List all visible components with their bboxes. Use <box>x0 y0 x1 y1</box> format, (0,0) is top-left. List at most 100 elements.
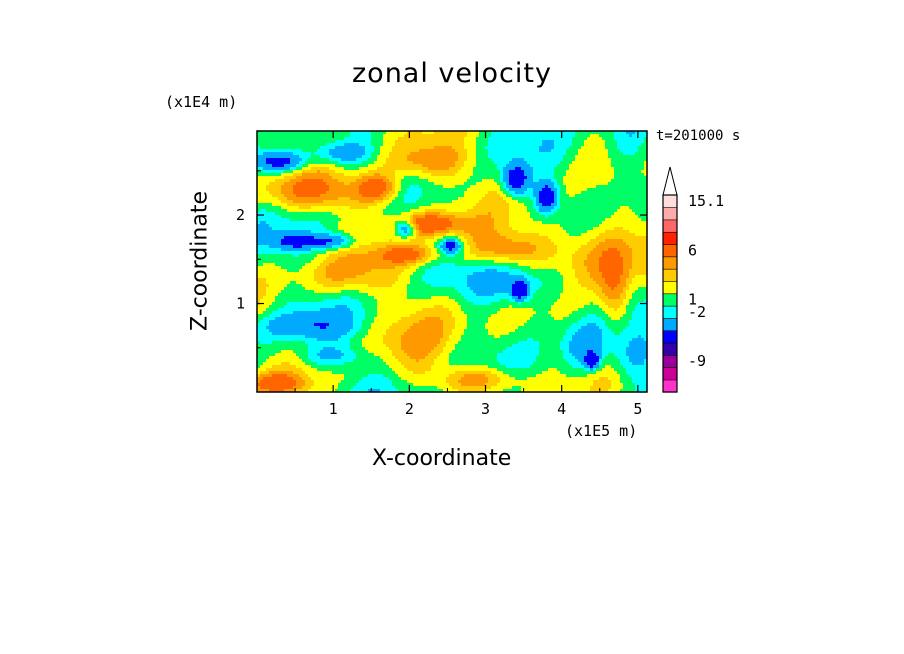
field-cell <box>554 152 558 156</box>
field-cell <box>359 212 363 216</box>
field-cell <box>596 239 600 243</box>
field-cell <box>446 218 450 222</box>
field-cell <box>266 131 270 135</box>
field-cell <box>533 149 537 153</box>
field-cell <box>506 206 510 210</box>
field-cell <box>443 167 447 171</box>
field-cell <box>530 197 534 201</box>
field-cell <box>467 155 471 159</box>
field-cell <box>458 242 462 246</box>
field-cell <box>308 221 312 225</box>
field-cell <box>521 146 525 150</box>
field-cell <box>278 200 282 204</box>
field-cell <box>527 203 531 207</box>
field-cell <box>605 149 609 153</box>
field-cell <box>518 161 522 165</box>
field-cell <box>377 176 381 180</box>
field-cell <box>614 188 618 192</box>
field-cell <box>602 137 606 141</box>
field-cell <box>287 173 291 177</box>
field-cell <box>584 218 588 222</box>
field-cell <box>341 233 345 237</box>
field-cell <box>605 203 609 207</box>
field-cell <box>572 236 576 240</box>
field-cell <box>353 149 357 153</box>
field-cell <box>578 221 582 225</box>
field-cell <box>296 212 300 216</box>
field-cell <box>611 203 615 207</box>
field-cell <box>623 221 627 225</box>
field-cell <box>272 203 276 207</box>
field-cell <box>347 227 351 231</box>
field-cell <box>353 191 357 195</box>
field-cell <box>305 143 309 147</box>
field-cell <box>416 170 420 174</box>
field-cell <box>536 218 540 222</box>
field-cell <box>299 230 303 234</box>
field-cell <box>635 146 639 150</box>
field-cell <box>332 227 336 231</box>
field-cell <box>407 245 411 249</box>
field-cell <box>338 131 342 135</box>
field-cell <box>368 215 372 219</box>
field-cell <box>494 155 498 159</box>
field-cell <box>593 170 597 174</box>
field-cell <box>566 146 570 150</box>
field-cell <box>443 191 447 195</box>
field-cell <box>308 176 312 180</box>
field-cell <box>404 215 408 219</box>
field-cell <box>524 191 528 195</box>
field-cell <box>635 161 639 165</box>
field-cell <box>626 242 630 246</box>
field-cell <box>296 209 300 213</box>
field-cell <box>476 194 480 198</box>
field-cell <box>407 182 411 186</box>
field-cell <box>599 161 603 165</box>
field-cell <box>335 221 339 225</box>
field-cell <box>497 176 501 180</box>
field-cell <box>623 179 627 183</box>
field-cell <box>269 218 273 222</box>
field-cell <box>560 137 564 141</box>
field-cell <box>356 215 360 219</box>
field-cell <box>482 134 486 138</box>
field-cell <box>542 146 546 150</box>
field-cell <box>557 221 561 225</box>
field-cell <box>347 185 351 189</box>
field-cell <box>578 188 582 192</box>
field-cell <box>266 242 270 246</box>
field-cell <box>518 230 522 234</box>
field-cell <box>281 140 285 144</box>
field-cell <box>401 170 405 174</box>
field-cell <box>374 215 378 219</box>
field-cell <box>362 182 366 186</box>
field-cell <box>551 233 555 237</box>
field-cell <box>446 197 450 201</box>
field-cell <box>545 206 549 210</box>
field-cell <box>359 167 363 171</box>
field-cell <box>281 233 285 237</box>
field-cell <box>434 218 438 222</box>
field-cell <box>350 185 354 189</box>
field-cell <box>590 164 594 168</box>
field-cell <box>635 152 639 156</box>
field-cell <box>512 134 516 138</box>
field-cell <box>632 161 636 165</box>
field-cell <box>428 230 432 234</box>
field-cell <box>530 167 534 171</box>
field-cell <box>491 131 495 135</box>
field-cell <box>632 227 636 231</box>
field-cell <box>464 230 468 234</box>
field-cell <box>386 134 390 138</box>
field-cell <box>272 185 276 189</box>
field-cell <box>572 137 576 141</box>
field-cell <box>386 155 390 159</box>
field-cell <box>266 137 270 141</box>
field-cell <box>305 158 309 162</box>
field-cell <box>518 197 522 201</box>
field-cell <box>311 167 315 171</box>
field-cell <box>374 155 378 159</box>
field-cell <box>428 131 432 135</box>
field-cell <box>338 152 342 156</box>
field-cell <box>557 242 561 246</box>
